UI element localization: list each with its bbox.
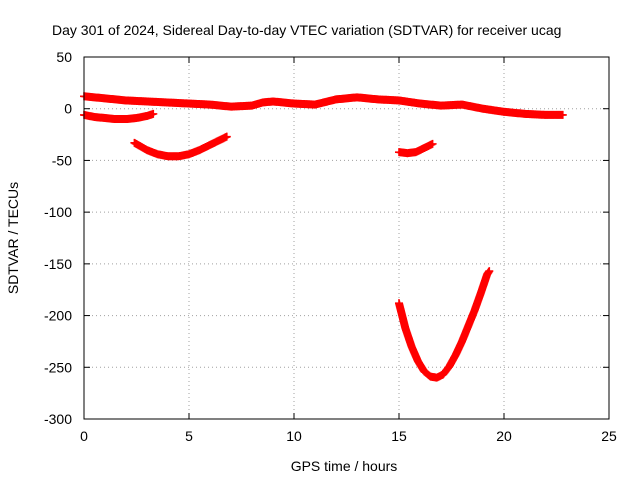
data-series [395,267,494,382]
x-tick-label: 25 [601,428,617,444]
grid [84,57,609,419]
data-point-marker [149,109,158,118]
x-axis-label: GPS time / hours [291,458,398,474]
y-tick-label: -300 [44,411,72,427]
data-series [395,139,437,158]
x-tick-label: 5 [185,428,193,444]
axis-ticks: 0 5 10 15 20 25 50 0 -50 -100 -150 -200 -250 -300 [44,49,617,444]
y-axis-label: SDTVAR / TECUs [5,182,21,294]
data-series [80,109,158,124]
y-tick-label: -250 [44,359,72,375]
y-tick-label: 50 [56,49,72,65]
series-layer [80,92,567,382]
data-point-marker [428,139,437,148]
y-tick-label: -150 [44,256,72,272]
y-tick-label: 0 [64,101,72,117]
y-tick-label: -100 [44,204,72,220]
data-point-marker [222,132,231,141]
plot-frame [83,56,610,420]
data-point-marker [485,267,494,276]
x-tick-label: 20 [496,428,512,444]
x-tick-label: 10 [286,428,302,444]
chart-title: Day 301 of 2024, Sidereal Day-to-day VTE… [52,22,561,38]
y-tick-label: -200 [44,308,72,324]
data-series [130,132,231,161]
y-tick-label: -50 [52,152,72,168]
data-series [80,92,567,119]
x-tick-label: 0 [80,428,88,444]
x-tick-label: 15 [391,428,407,444]
data-point-marker [558,110,567,119]
